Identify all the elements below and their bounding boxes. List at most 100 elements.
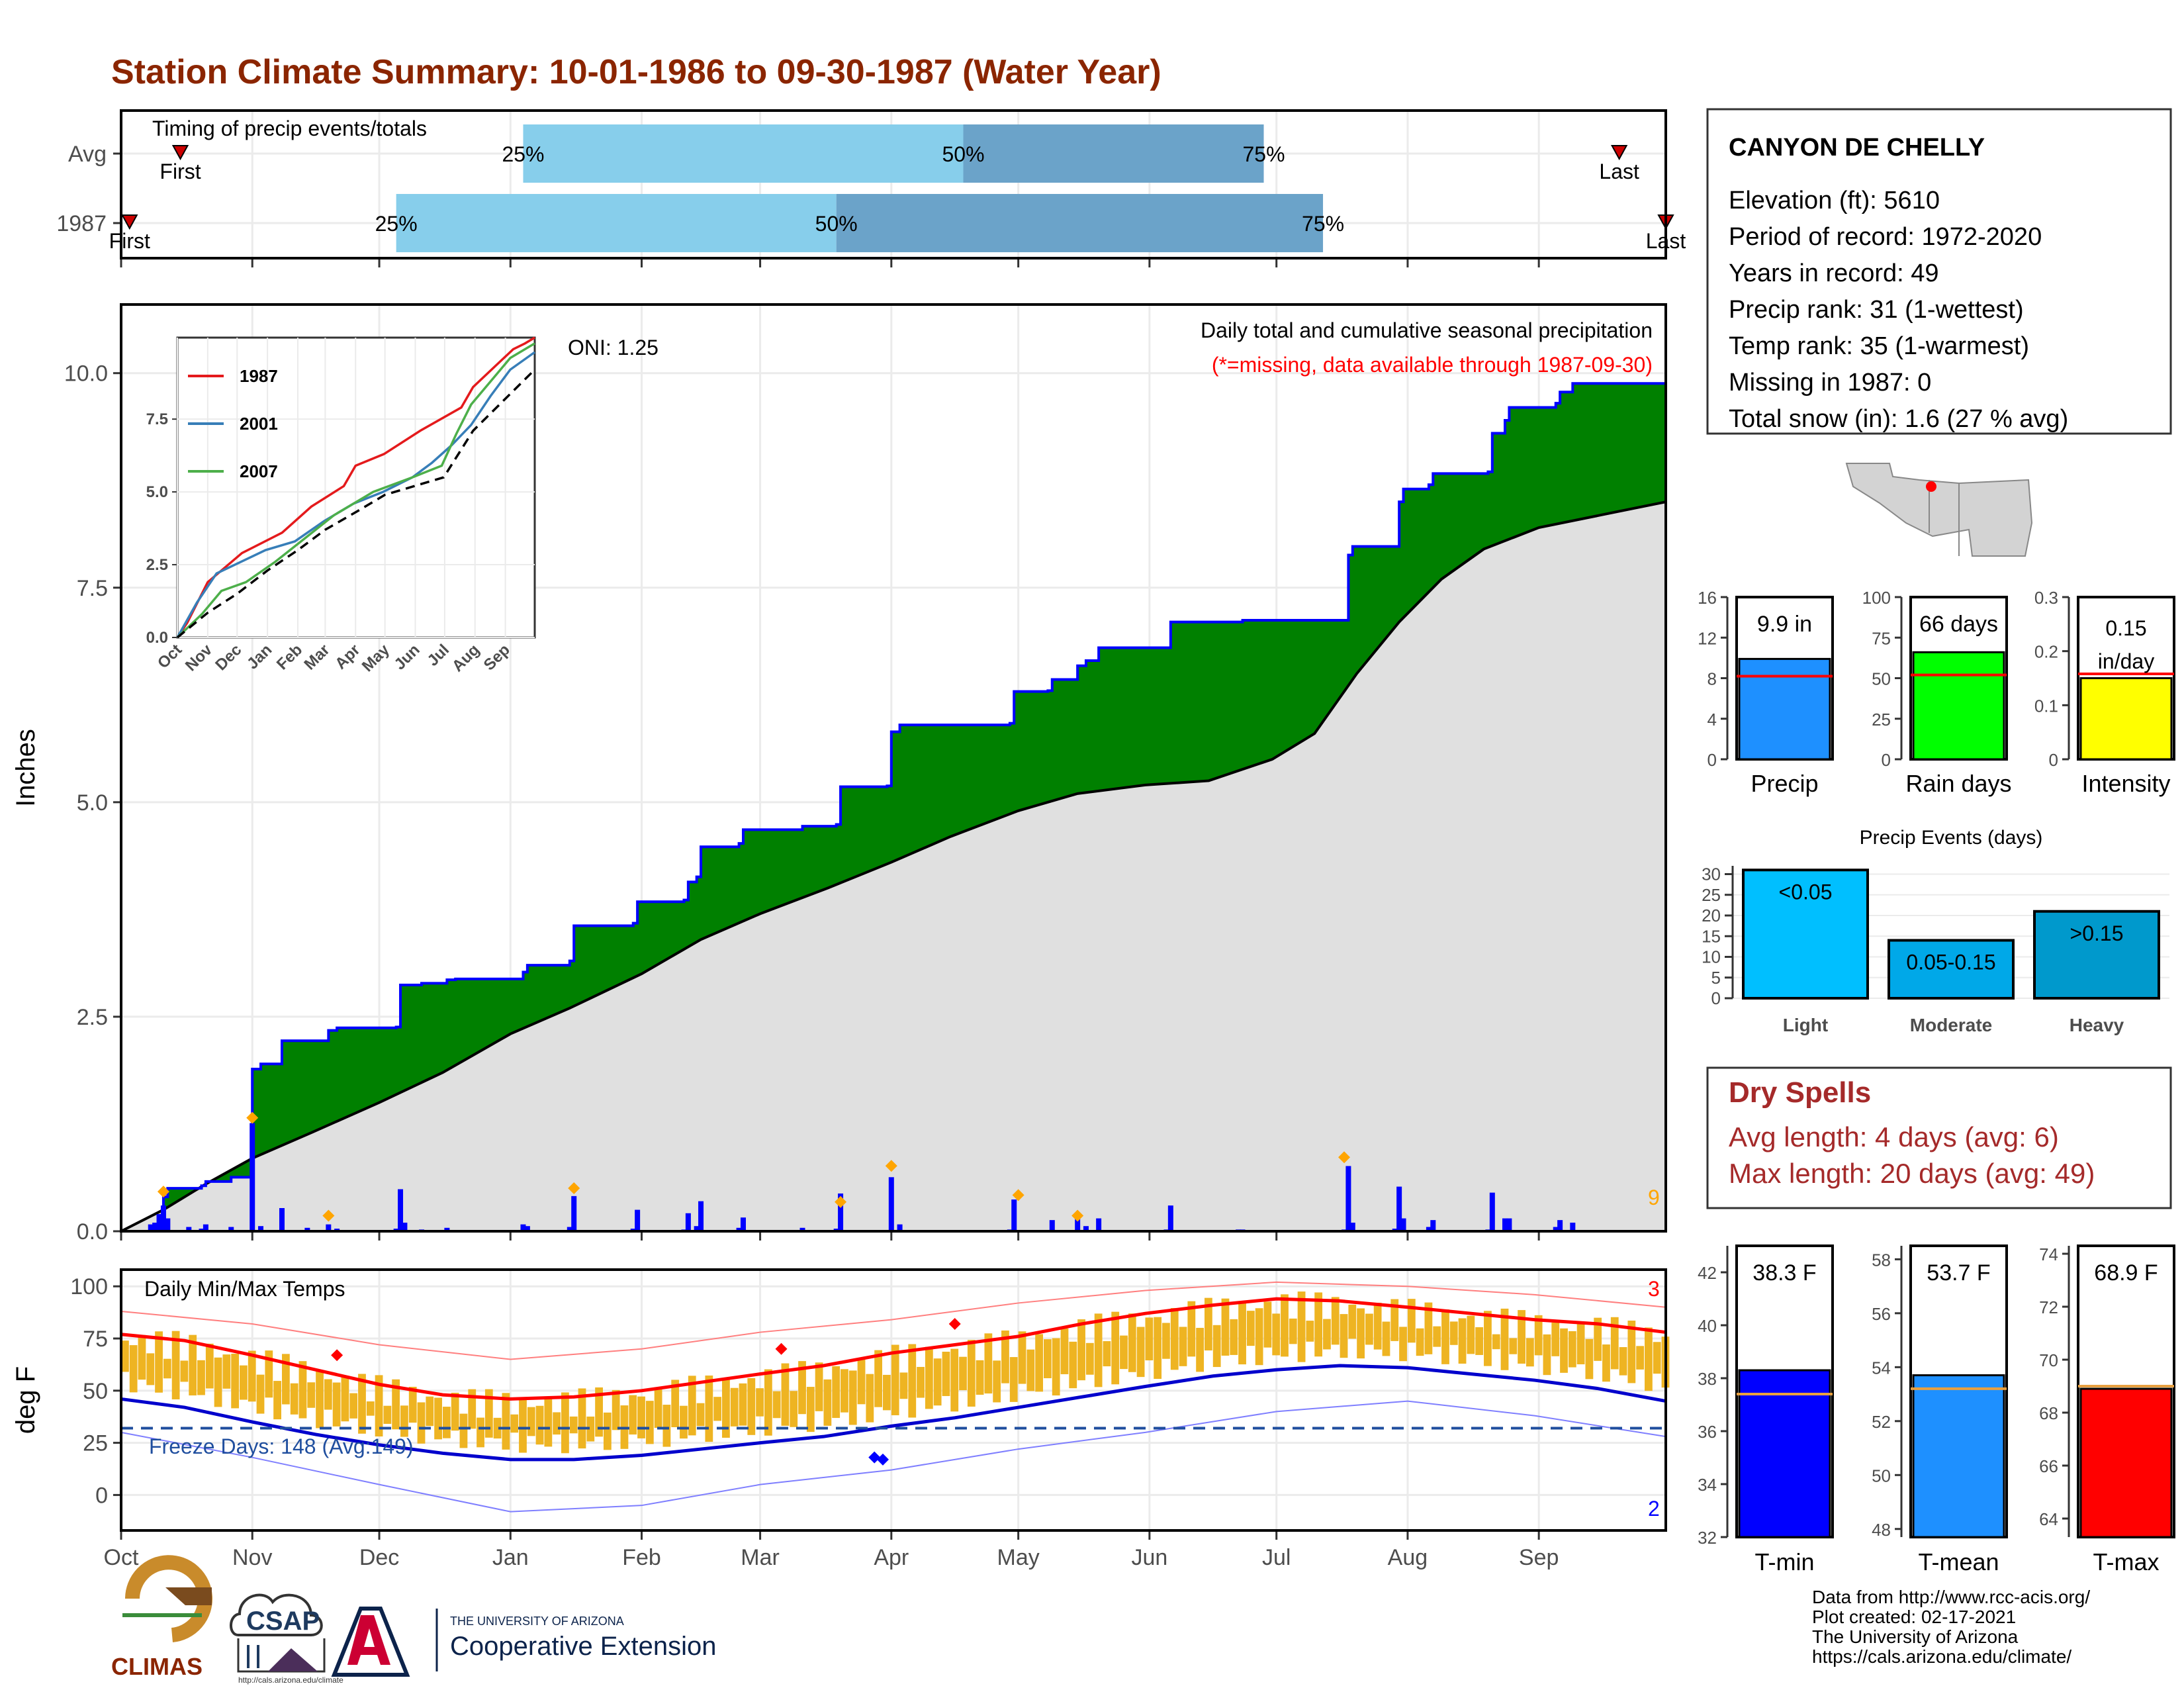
mini-y-tick-label: 58 bbox=[1872, 1250, 1891, 1270]
annual-temperature-bars: 32 34 36 38 40 42 38.3 F T-min 48 50 52 54 56 58 53.7 … bbox=[1698, 1244, 2175, 1575]
temp-daily-bar bbox=[1636, 1346, 1645, 1370]
temp-daily-bar bbox=[586, 1416, 595, 1442]
mini-panel-label: Intensity bbox=[2081, 770, 2170, 797]
university-of-arizona-logo: THE UNIVERSITY OF ARIZONA Cooperative Ex… bbox=[331, 1607, 716, 1677]
timing-bar-q2 bbox=[396, 194, 837, 252]
temp-daily-bar bbox=[637, 1396, 645, 1438]
temp-daily-bar bbox=[1323, 1319, 1331, 1350]
temp-daily-bar bbox=[163, 1358, 171, 1379]
temp-daily-bar bbox=[806, 1387, 815, 1432]
temp-daily-bar bbox=[146, 1353, 155, 1385]
temp-daily-bar bbox=[917, 1366, 925, 1398]
temp-daily-bar bbox=[265, 1350, 273, 1398]
mini-value-text: in/day bbox=[2098, 649, 2154, 673]
temp-daily-bar bbox=[1645, 1327, 1653, 1391]
temp-x-tick-label: Jun bbox=[1131, 1545, 1167, 1570]
temp-daily-bar bbox=[519, 1399, 527, 1453]
temp-daily-bar bbox=[561, 1392, 569, 1454]
temp-daily-bar bbox=[1484, 1311, 1492, 1366]
temp-daily-bar bbox=[1331, 1297, 1340, 1345]
mini-panel-label: T-mean bbox=[1918, 1548, 1999, 1575]
temp-daily-bar bbox=[1551, 1323, 1560, 1356]
temp-daily-bar bbox=[544, 1399, 553, 1447]
events-y-tick-label: 5 bbox=[1711, 968, 1721, 988]
station-location-dot bbox=[1926, 481, 1936, 492]
temp-daily-bar bbox=[942, 1351, 950, 1396]
temp-daily-bar bbox=[899, 1372, 908, 1399]
temp-daily-bar bbox=[713, 1397, 722, 1421]
mini-y-tick-label: 38 bbox=[1698, 1369, 1717, 1389]
station-line-elevation: Elevation (ft): 5610 bbox=[1729, 187, 1940, 214]
mini-y-tick-label: 40 bbox=[1698, 1316, 1717, 1336]
temp-daily-bar bbox=[1120, 1335, 1128, 1370]
events-bar bbox=[2033, 910, 2160, 1000]
precip-daily-bar bbox=[444, 1227, 450, 1231]
mini-y-tick-label: 0 bbox=[1882, 750, 1891, 770]
temp-daily-bar bbox=[841, 1369, 848, 1413]
timing-first-label: First bbox=[159, 160, 201, 183]
temp-daily-bar bbox=[324, 1379, 332, 1410]
temp-daily-bar bbox=[874, 1350, 883, 1407]
precip-y-label: Inches bbox=[11, 729, 40, 807]
temp-corner-red: 3 bbox=[1648, 1277, 1660, 1301]
precip-daily-bar bbox=[685, 1213, 691, 1231]
temp-daily-bar bbox=[1009, 1357, 1018, 1402]
station-line-precip-rank: Precip rank: 31 (1-wettest) bbox=[1729, 296, 2024, 324]
mini-y-tick-label: 52 bbox=[1872, 1412, 1891, 1432]
events-title: Precip Events (days) bbox=[1860, 827, 2043, 849]
mini-y-tick-label: 74 bbox=[2039, 1244, 2058, 1264]
events-y-tick-label: 30 bbox=[1702, 865, 1721, 884]
mini-y-tick-label: 54 bbox=[1872, 1358, 1891, 1378]
temp-daily-bar bbox=[756, 1388, 764, 1417]
precip-daily-bar bbox=[897, 1224, 903, 1231]
temp-daily-bar bbox=[1543, 1334, 1551, 1376]
temp-daily-bar bbox=[459, 1413, 468, 1448]
page-title: Station Climate Summary: 10-01-1986 to 0… bbox=[111, 53, 1161, 91]
mini-y-tick-label: 0.2 bbox=[2034, 642, 2058, 662]
temp-daily-bar bbox=[493, 1417, 502, 1439]
temp-daily-bar bbox=[240, 1365, 248, 1400]
temp-daily-bar bbox=[662, 1405, 671, 1447]
events-bar-label: >0.15 bbox=[2070, 921, 2124, 945]
mini-value-text: 38.3 F bbox=[1752, 1260, 1816, 1286]
events-category-label: Heavy bbox=[2070, 1015, 2124, 1035]
temp-frame bbox=[120, 1268, 1667, 1532]
temp-daily-bar bbox=[383, 1405, 392, 1424]
temp-record-marker bbox=[948, 1317, 961, 1330]
temp-daily-bar bbox=[1433, 1326, 1441, 1347]
temp-y-tick-label: 100 bbox=[70, 1274, 108, 1299]
temp-avg-max-line bbox=[120, 1297, 1666, 1401]
mini-value-bar bbox=[1912, 651, 2005, 761]
credit-url: https://cals.arizona.edu/climate/ bbox=[1812, 1646, 2071, 1667]
dry-spells-box: Dry Spells Avg length: 4 days (avg: 6) M… bbox=[1706, 1066, 2172, 1209]
timing-title: Timing of precip events/totals bbox=[152, 117, 427, 140]
temp-daily-bar bbox=[790, 1391, 798, 1427]
precip-event-marker bbox=[246, 1111, 259, 1124]
temp-daily-bar bbox=[1449, 1321, 1458, 1345]
mini-panel-label: T-max bbox=[2093, 1548, 2159, 1575]
timing-p25-label: 25% bbox=[502, 142, 544, 166]
temp-daily-bar bbox=[1602, 1344, 1610, 1382]
inset-y-tick-label: 2.5 bbox=[146, 556, 168, 574]
precip-event-marker bbox=[568, 1182, 580, 1194]
precip-daily-bar bbox=[1096, 1218, 1102, 1231]
temp-daily-bar bbox=[477, 1417, 484, 1448]
timing-p50-label: 50% bbox=[815, 212, 858, 236]
temp-daily-bar bbox=[772, 1391, 781, 1419]
temp-daily-bar bbox=[341, 1376, 349, 1422]
events-y-tick-label: 10 bbox=[1702, 947, 1721, 967]
timing-last-label: Last bbox=[1599, 160, 1639, 183]
mini-panel-label: Rain days bbox=[1905, 770, 2011, 797]
temp-record-max-line bbox=[120, 1281, 1666, 1360]
climas-logo: CLIMAS bbox=[111, 1555, 212, 1680]
temp-daily-bar bbox=[730, 1387, 739, 1427]
temp-daily-bar bbox=[1568, 1331, 1576, 1368]
temp-daily-bar bbox=[612, 1389, 620, 1430]
mini-y-tick-label: 32 bbox=[1698, 1528, 1717, 1548]
precip-daily-bar bbox=[1396, 1186, 1402, 1231]
temp-x-tick-label: Apr bbox=[874, 1545, 909, 1570]
temp-daily-bar bbox=[434, 1397, 442, 1440]
mini-value-bar bbox=[2079, 1387, 2173, 1538]
temp-daily-bar bbox=[222, 1354, 231, 1389]
station-info-box: CANYON DE CHELLY Elevation (ft): 5610 Pe… bbox=[1706, 108, 2172, 435]
